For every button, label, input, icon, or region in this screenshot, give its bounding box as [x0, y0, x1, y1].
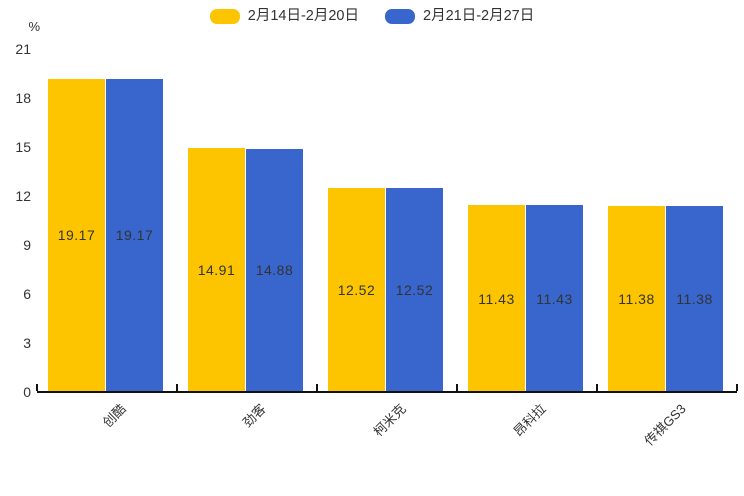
y-axis-tick-label: 15	[15, 139, 31, 155]
legend-label: 2月21日-2月27日	[423, 8, 535, 24]
bar-series2-柯米克[interactable]: 12.52	[386, 187, 443, 392]
bar-series1-传祺GS3[interactable]: 11.38	[608, 206, 665, 392]
y-axis-tick-label: 6	[23, 286, 31, 302]
x-axis-tick	[596, 384, 598, 391]
x-axis-category-label: 昂科拉	[510, 401, 549, 440]
bar-series2-创酷[interactable]: 19.17	[106, 78, 163, 392]
y-axis-tick-label: 0	[23, 384, 31, 400]
bar-value-label: 11.38	[618, 291, 655, 308]
x-axis-tick	[176, 384, 178, 391]
x-axis-line	[37, 391, 737, 393]
y-axis-tick-label: 3	[23, 335, 31, 351]
bar-series1-创酷[interactable]: 19.17	[48, 78, 105, 392]
bar-series1-昂科拉[interactable]: 11.43	[468, 205, 525, 392]
x-axis-category-label: 创酷	[99, 401, 129, 431]
y-axis-tick-label: 12	[15, 188, 31, 204]
x-axis-tick	[36, 384, 38, 391]
bar-series2-劲客[interactable]: 14.88	[246, 148, 303, 392]
legend-swatch-icon	[385, 8, 415, 24]
bar-value-label: 11.43	[536, 290, 573, 307]
legend: 2月14日-2月20日 2月21日-2月27日	[0, 7, 744, 25]
bar-series2-传祺GS3[interactable]: 11.38	[666, 206, 723, 392]
x-axis-category-label: 传祺GS3	[641, 401, 689, 449]
bar-value-label: 12.52	[337, 281, 376, 298]
legend-item-series-1[interactable]: 2月14日-2月20日	[209, 7, 359, 25]
bar-value-label: 14.88	[255, 262, 294, 279]
x-axis-category-label: 劲客	[239, 401, 269, 431]
x-axis-tick	[456, 384, 458, 391]
legend-label: 2月14日-2月20日	[247, 8, 359, 24]
y-axis-tick-label: 9	[23, 237, 31, 253]
bar-value-label: 11.38	[676, 291, 713, 308]
bar-value-label: 11.43	[478, 290, 515, 307]
bar-series1-劲客[interactable]: 14.91	[188, 148, 245, 392]
x-axis-category-label: 柯米克	[370, 401, 409, 440]
legend-swatch-icon	[209, 8, 240, 24]
bar-series1-柯米克[interactable]: 12.52	[328, 187, 385, 392]
y-axis-tick-label: 21	[15, 41, 31, 57]
bar-value-label: 19.17	[57, 227, 96, 244]
x-axis-tick	[316, 384, 318, 391]
bar-value-label: 19.17	[115, 227, 154, 244]
legend-item-series-2[interactable]: 2月21日-2月27日	[385, 7, 534, 25]
bar-value-label: 12.52	[395, 281, 434, 298]
x-axis-tick	[736, 384, 738, 391]
bar-series2-昂科拉[interactable]: 11.43	[526, 205, 583, 392]
y-axis-tick-label: 18	[15, 90, 31, 106]
y-axis-unit-label: %	[28, 19, 40, 34]
bar-value-label: 14.91	[197, 262, 236, 279]
